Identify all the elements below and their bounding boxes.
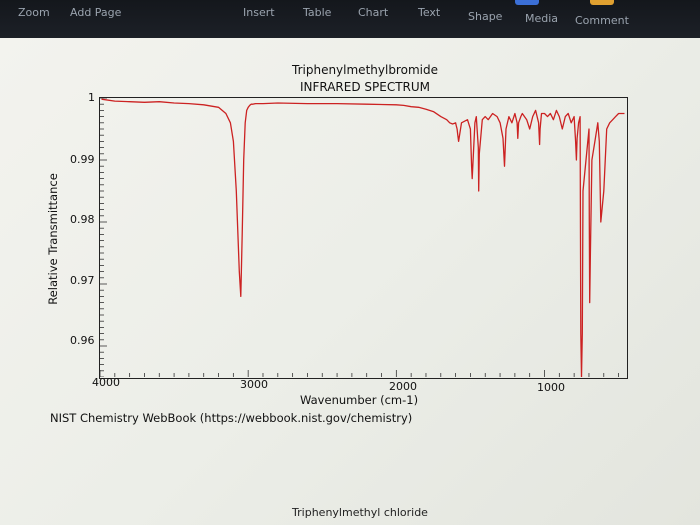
x-tick-label: 2000 <box>389 380 417 393</box>
chart-button[interactable]: Chart <box>358 6 389 19</box>
zoom-menu[interactable]: Zoom <box>18 6 50 19</box>
spectrum-svg <box>99 97 625 378</box>
add-page-button[interactable]: Add Page <box>70 6 122 19</box>
table-button[interactable]: Table <box>303 6 332 19</box>
text-button[interactable]: Text <box>418 6 441 19</box>
media-icon[interactable] <box>515 0 539 5</box>
y-axis-label: Relative Transmittance <box>46 173 60 305</box>
comment-button[interactable]: Comment <box>575 14 629 27</box>
y-tick-label: 0.99 <box>70 153 95 166</box>
media-button[interactable]: Media <box>525 12 559 25</box>
app-toolbar: Zoom Add Page Insert Table Chart Text Sh… <box>0 0 700 38</box>
x-tick-label: 3000 <box>240 378 268 391</box>
spectrum-plot <box>99 97 628 379</box>
comment-icon[interactable] <box>590 0 614 5</box>
y-tick-label: 0.96 <box>70 334 95 347</box>
x-axis-label: Wavenumber (cm-1) <box>300 393 419 407</box>
y-tick-label: 1 <box>88 91 95 104</box>
source-caption: NIST Chemistry WebBook (https://webbook.… <box>50 411 413 425</box>
chart-subtitle: INFRARED SPECTRUM <box>299 80 431 94</box>
chart-title: Triphenylmethylbromide <box>292 63 438 77</box>
shape-button[interactable]: Shape <box>468 10 503 23</box>
x-tick-label: 1000 <box>537 381 565 394</box>
y-tick-label: 0.98 <box>70 213 95 226</box>
insert-button[interactable]: Insert <box>243 6 275 19</box>
y-tick-label: 0.97 <box>70 274 95 287</box>
spectrum-line <box>101 98 625 378</box>
document-page <box>0 38 700 525</box>
x-tick-label: 4000 <box>92 376 120 389</box>
next-chart-title: Triphenylmethyl chloride <box>292 506 428 519</box>
